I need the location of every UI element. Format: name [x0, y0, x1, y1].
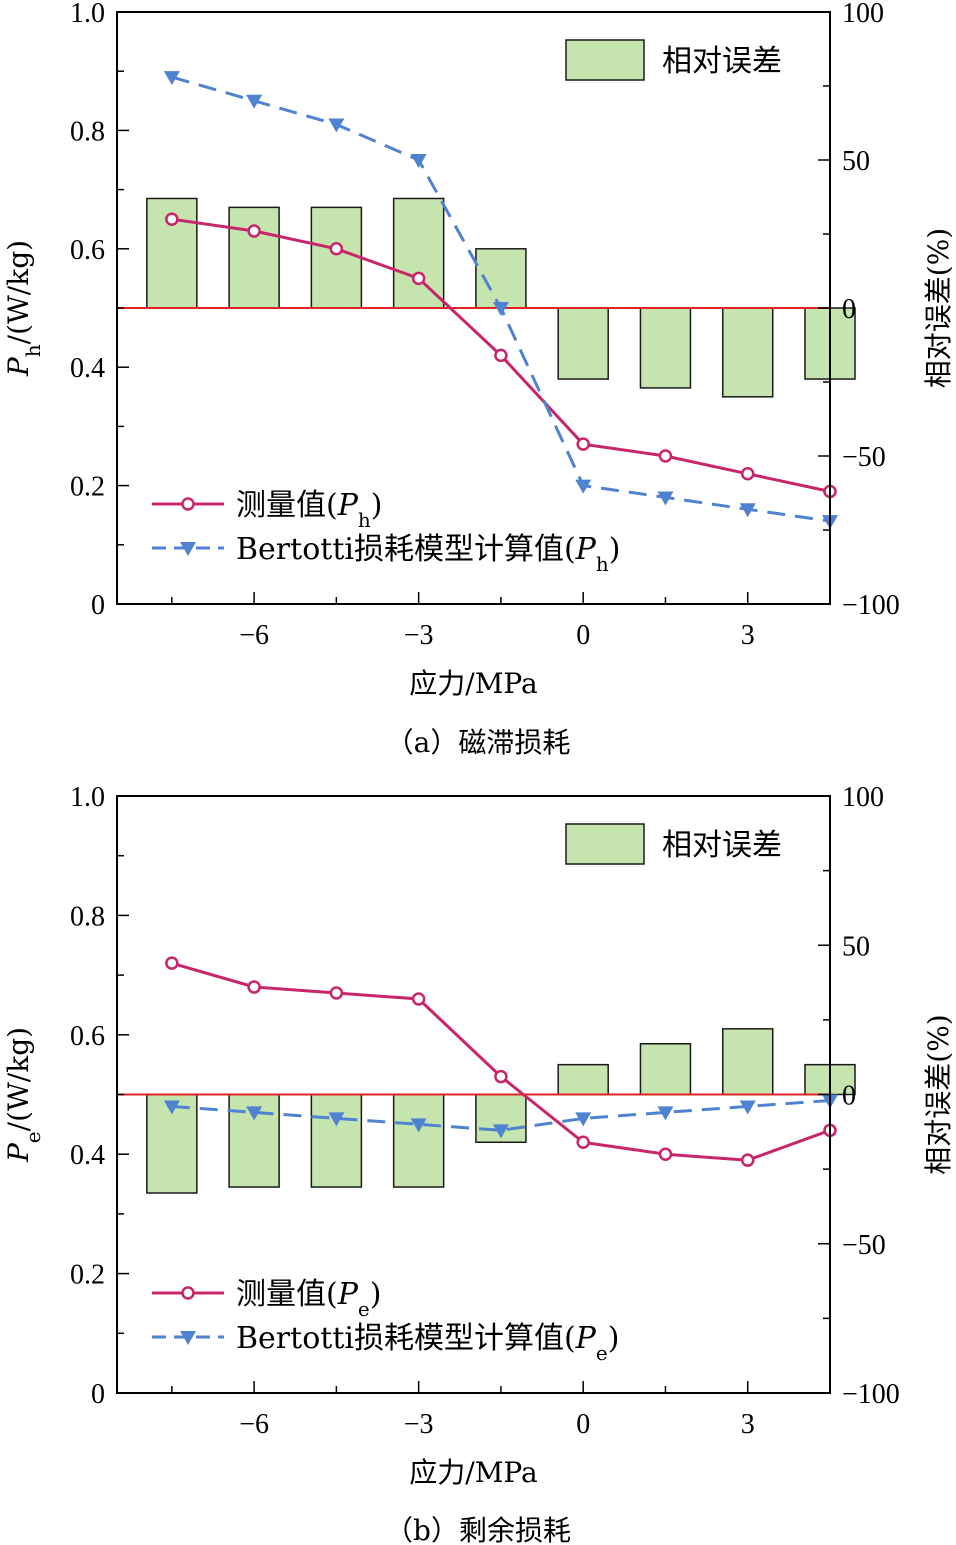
measured-point [494, 348, 508, 363]
y-right-tick-label: −100 [842, 1379, 900, 1410]
y-left-tick-label: 0.2 [70, 1260, 105, 1291]
legend-measured-marker [181, 1286, 195, 1300]
legend-measured-label: 测量值(Ph) [236, 488, 383, 532]
measured-point [658, 449, 673, 463]
y-right-tick-label: 50 [842, 146, 870, 177]
model-point [246, 1106, 263, 1121]
model-point [739, 503, 756, 518]
error-bar [557, 307, 609, 380]
measured-point [165, 212, 179, 226]
model-point [657, 491, 674, 506]
x-tick-label: −3 [404, 1409, 434, 1440]
model-point [739, 1100, 756, 1115]
model-point [246, 94, 263, 109]
panel-caption: （a）磁滞损耗 [386, 726, 571, 759]
y-left-tick-label: 0.2 [70, 472, 105, 503]
y-right-tick-label: −50 [842, 442, 886, 473]
legend-measured-label: 测量值(Pe) [236, 1277, 381, 1321]
error-bar [557, 1063, 609, 1096]
y-right-tick-label: 0 [842, 294, 856, 325]
x-axis-label: 应力/MPa [409, 1456, 537, 1489]
measured-point [411, 992, 426, 1006]
y-right-axis-label: 相对误差(%) [922, 228, 955, 388]
y-right-tick-label: 50 [842, 931, 870, 962]
legend-model-label: Bertotti损耗模型计算值(Pe) [236, 1321, 619, 1365]
error-bar [310, 206, 363, 309]
x-tick-label: 0 [576, 1409, 590, 1440]
y-left-tick-label: 0.4 [70, 353, 105, 384]
error-bar [228, 206, 280, 309]
measured-point [740, 1153, 755, 1167]
model-point [492, 302, 509, 316]
measured-point [576, 1135, 590, 1150]
model-point [163, 1100, 180, 1115]
legend-measured-marker [181, 497, 195, 511]
measured-point [247, 980, 261, 994]
measured-point [494, 1069, 508, 1084]
y-left-tick-label: 0 [91, 590, 105, 621]
y-left-tick-label: 0.6 [70, 1021, 105, 1052]
y-right-tick-label: −50 [842, 1230, 886, 1261]
y-left-axis-label: Pe/(W/kg) [2, 1027, 45, 1163]
y-left-axis-label: Ph/(W/kg) [2, 240, 45, 377]
x-tick-label: 0 [576, 620, 590, 651]
y-right-tick-label: 0 [842, 1081, 856, 1112]
measured-point [658, 1147, 673, 1161]
chart-panel-a: −6 −3 0 3 0 0.2 0.4 0.6 0.8 1.0 −100 −50 0 50 100 Ph/(W… [2, 0, 955, 759]
error-bar [721, 1028, 774, 1096]
model-point [410, 1118, 427, 1133]
legend-bar-swatch [565, 823, 645, 865]
measured-point [411, 271, 426, 286]
x-tick-label: −6 [239, 1409, 269, 1440]
x-tick-label: −3 [404, 620, 434, 651]
error-bar [310, 1093, 363, 1188]
y-left-tick-label: 1.0 [70, 782, 105, 813]
model-point [328, 118, 345, 133]
x-tick-label: −6 [239, 620, 269, 651]
model-point [492, 1124, 509, 1139]
y-right-axis-label: 相对误差(%) [922, 1014, 955, 1174]
x-tick-label: 3 [741, 620, 755, 651]
model-point [575, 479, 592, 494]
legend-model-marker [180, 1331, 196, 1345]
y-left-tick-label: 0.8 [70, 116, 105, 147]
model-point [657, 1106, 674, 1121]
measured-point [165, 956, 179, 970]
y-left-tick-label: 0 [91, 1379, 105, 1410]
y-right-tick-label: 100 [842, 0, 884, 29]
measured-point [329, 242, 344, 256]
measured-point [247, 224, 261, 238]
y-left-tick-label: 0.4 [70, 1140, 105, 1171]
measured-point [576, 437, 590, 451]
model-point [328, 1112, 345, 1127]
y-right-tick-label: −100 [842, 590, 900, 621]
chart-panel-b: −6 −3 0 3 0 0.2 0.4 0.6 0.8 1.0 −100 −50 0 50 100 Pe/(W… [2, 782, 955, 1545]
error-bar [639, 307, 692, 389]
y-left-tick-label: 0.8 [70, 901, 105, 932]
panel-caption: （b）剩余损耗 [385, 1514, 571, 1545]
legend-model-label: Bertotti损耗模型计算值(Ph) [236, 532, 620, 576]
x-axis-label: 应力/MPa [409, 667, 537, 700]
error-bar [721, 307, 774, 398]
error-bar [639, 1043, 692, 1096]
model-point [410, 154, 427, 168]
y-left-tick-label: 0.6 [70, 235, 105, 266]
model-point [163, 71, 180, 86]
measured-point [740, 467, 755, 481]
legend-bar-swatch [565, 39, 645, 81]
legend-bar-label: 相对误差 [662, 828, 782, 863]
error-bar [392, 197, 445, 309]
y-right-tick-label: 100 [842, 782, 884, 813]
legend-bar-label: 相对误差 [662, 44, 782, 79]
measured-point [329, 986, 344, 1000]
x-tick-label: 3 [741, 1409, 755, 1440]
y-left-tick-label: 1.0 [70, 0, 105, 29]
error-bar [392, 1093, 445, 1188]
legend-model-marker [180, 542, 196, 556]
model-point [575, 1112, 592, 1127]
